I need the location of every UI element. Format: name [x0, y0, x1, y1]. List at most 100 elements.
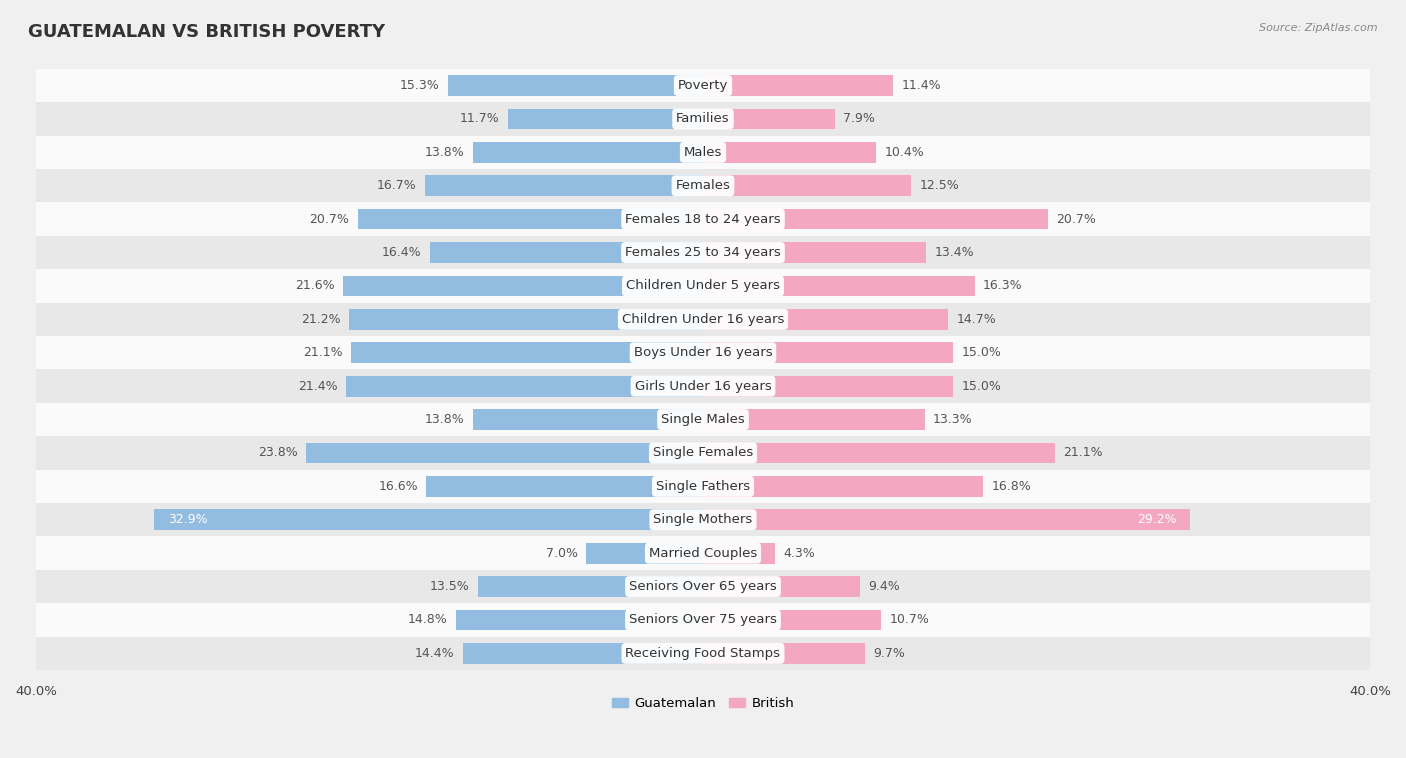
Text: 21.1%: 21.1% [1063, 446, 1102, 459]
Text: 16.7%: 16.7% [377, 179, 416, 193]
Bar [37, 236, 1369, 269]
Bar [352, 343, 703, 363]
Text: 11.4%: 11.4% [901, 79, 941, 92]
Text: Females 18 to 24 years: Females 18 to 24 years [626, 213, 780, 226]
Text: Source: ZipAtlas.com: Source: ZipAtlas.com [1260, 23, 1378, 33]
Bar [703, 108, 835, 130]
Bar [472, 409, 703, 430]
Bar [703, 643, 865, 664]
Text: 15.0%: 15.0% [962, 346, 1001, 359]
Bar [37, 369, 1369, 402]
Text: 29.2%: 29.2% [1137, 513, 1177, 526]
Bar [703, 476, 983, 496]
Bar [703, 376, 953, 396]
Text: 14.4%: 14.4% [415, 647, 454, 660]
Bar [37, 537, 1369, 570]
Text: 16.3%: 16.3% [983, 280, 1022, 293]
Bar [703, 142, 876, 163]
Text: 16.8%: 16.8% [991, 480, 1031, 493]
Bar [463, 643, 703, 664]
Text: 9.4%: 9.4% [868, 580, 900, 593]
Bar [703, 609, 882, 631]
Bar [703, 343, 953, 363]
Bar [703, 443, 1054, 463]
Text: Receiving Food Stamps: Receiving Food Stamps [626, 647, 780, 660]
Text: 21.1%: 21.1% [304, 346, 343, 359]
Text: 23.8%: 23.8% [259, 446, 298, 459]
Text: Children Under 16 years: Children Under 16 years [621, 313, 785, 326]
Bar [703, 276, 974, 296]
Bar [426, 476, 703, 496]
Bar [586, 543, 703, 563]
Bar [508, 108, 703, 130]
Text: 9.7%: 9.7% [873, 647, 905, 660]
Text: Single Males: Single Males [661, 413, 745, 426]
Bar [37, 136, 1369, 169]
Bar [425, 175, 703, 196]
Bar [37, 336, 1369, 369]
Text: 7.9%: 7.9% [844, 112, 875, 125]
Text: Families: Families [676, 112, 730, 125]
Bar [37, 637, 1369, 670]
Text: 10.4%: 10.4% [884, 146, 925, 159]
Bar [703, 509, 1189, 530]
Text: 21.4%: 21.4% [298, 380, 337, 393]
Bar [37, 169, 1369, 202]
Text: 13.3%: 13.3% [934, 413, 973, 426]
Text: 21.2%: 21.2% [301, 313, 342, 326]
Text: Males: Males [683, 146, 723, 159]
Text: 10.7%: 10.7% [890, 613, 929, 626]
Bar [456, 609, 703, 631]
Bar [37, 202, 1369, 236]
Bar [478, 576, 703, 597]
Bar [703, 543, 775, 563]
Text: 14.8%: 14.8% [408, 613, 449, 626]
Text: 20.7%: 20.7% [309, 213, 350, 226]
Bar [703, 175, 911, 196]
Bar [37, 69, 1369, 102]
Bar [357, 208, 703, 230]
Bar [37, 437, 1369, 470]
Text: 16.4%: 16.4% [381, 246, 422, 259]
Bar [155, 509, 703, 530]
Bar [449, 75, 703, 96]
Bar [37, 102, 1369, 136]
Text: Boys Under 16 years: Boys Under 16 years [634, 346, 772, 359]
Text: GUATEMALAN VS BRITISH POVERTY: GUATEMALAN VS BRITISH POVERTY [28, 23, 385, 41]
Bar [346, 376, 703, 396]
Text: Girls Under 16 years: Girls Under 16 years [634, 380, 772, 393]
Text: Females 25 to 34 years: Females 25 to 34 years [626, 246, 780, 259]
Text: Poverty: Poverty [678, 79, 728, 92]
Text: Children Under 5 years: Children Under 5 years [626, 280, 780, 293]
Text: Females: Females [675, 179, 731, 193]
Text: Seniors Over 75 years: Seniors Over 75 years [628, 613, 778, 626]
Text: 16.6%: 16.6% [378, 480, 418, 493]
Bar [472, 142, 703, 163]
Text: Married Couples: Married Couples [650, 547, 756, 559]
Bar [37, 269, 1369, 302]
Bar [37, 402, 1369, 437]
Legend: Guatemalan, British: Guatemalan, British [606, 691, 800, 715]
Bar [703, 409, 925, 430]
Text: 13.5%: 13.5% [430, 580, 470, 593]
Text: 4.3%: 4.3% [783, 547, 815, 559]
Bar [429, 243, 703, 263]
Bar [703, 243, 927, 263]
Text: 13.8%: 13.8% [425, 146, 464, 159]
Text: Seniors Over 65 years: Seniors Over 65 years [628, 580, 778, 593]
Text: 21.6%: 21.6% [295, 280, 335, 293]
Bar [37, 603, 1369, 637]
Bar [37, 570, 1369, 603]
Text: 15.0%: 15.0% [962, 380, 1001, 393]
Bar [350, 309, 703, 330]
Bar [37, 503, 1369, 537]
Text: Single Mothers: Single Mothers [654, 513, 752, 526]
Bar [37, 470, 1369, 503]
Text: Single Fathers: Single Fathers [657, 480, 749, 493]
Text: 15.3%: 15.3% [399, 79, 440, 92]
Bar [37, 302, 1369, 336]
Bar [343, 276, 703, 296]
Bar [703, 208, 1049, 230]
Text: 32.9%: 32.9% [167, 513, 207, 526]
Bar [703, 309, 948, 330]
